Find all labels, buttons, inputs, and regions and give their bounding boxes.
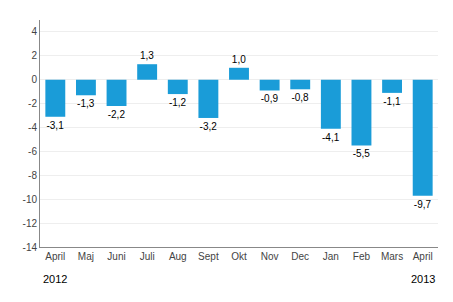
svg-text:0: 0	[31, 74, 37, 85]
svg-text:Mars: Mars	[381, 251, 403, 262]
svg-text:1,0: 1,0	[232, 54, 246, 65]
svg-text:Dec: Dec	[291, 251, 309, 262]
svg-text:-0,8: -0,8	[291, 92, 309, 103]
svg-text:-0,9: -0,9	[261, 93, 279, 104]
svg-text:-12: -12	[23, 218, 38, 229]
svg-text:-4: -4	[28, 122, 37, 133]
svg-text:-1,1: -1,1	[383, 96, 401, 107]
svg-text:Jan: Jan	[323, 251, 339, 262]
svg-text:-14: -14	[23, 242, 38, 253]
svg-text:2: 2	[31, 50, 37, 61]
svg-text:-6: -6	[28, 146, 37, 157]
svg-text:Nov: Nov	[261, 251, 279, 262]
svg-text:-1,2: -1,2	[169, 97, 187, 108]
svg-text:4: 4	[31, 26, 37, 37]
svg-text:1,3: 1,3	[140, 50, 154, 61]
svg-text:2012: 2012	[43, 273, 67, 285]
svg-text:2013: 2013	[411, 273, 435, 285]
svg-text:Okt: Okt	[231, 251, 247, 262]
svg-text:-10: -10	[23, 194, 38, 205]
svg-text:April: April	[413, 251, 433, 262]
svg-text:Aug: Aug	[169, 251, 187, 262]
svg-text:Juli: Juli	[140, 251, 155, 262]
svg-text:-5,5: -5,5	[353, 148, 371, 159]
svg-text:-3,1: -3,1	[46, 120, 64, 131]
svg-text:Maj: Maj	[78, 251, 94, 262]
svg-text:-9,7: -9,7	[414, 199, 432, 210]
svg-text:-4,1: -4,1	[322, 132, 340, 143]
svg-text:-2,2: -2,2	[108, 109, 126, 120]
svg-text:April: April	[45, 251, 65, 262]
svg-text:Sept: Sept	[198, 251, 219, 262]
svg-text:Feb: Feb	[353, 251, 371, 262]
svg-text:-8: -8	[28, 170, 37, 181]
svg-text:-3,2: -3,2	[200, 121, 218, 132]
svg-text:-2: -2	[28, 98, 37, 109]
svg-text:Juni: Juni	[107, 251, 125, 262]
svg-text:-1,3: -1,3	[77, 98, 95, 109]
